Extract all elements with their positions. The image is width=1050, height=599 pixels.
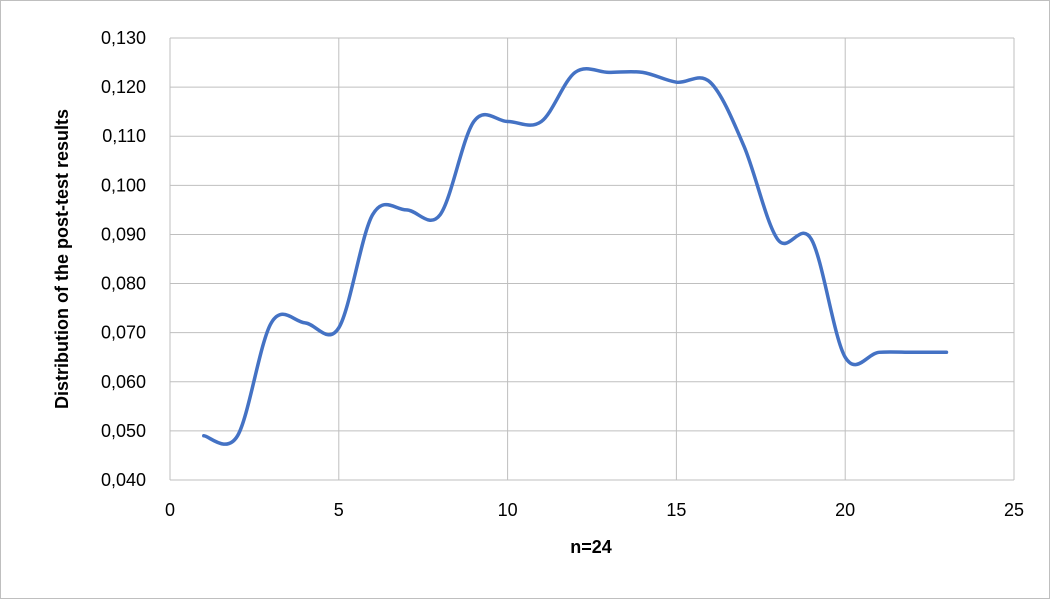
x-axis-title: n=24 [570,537,612,557]
gridlines [169,37,1015,481]
x-tick-label: 15 [666,500,686,520]
y-tick-label: 0,110 [102,126,146,146]
y-tick-label: 0,080 [101,274,146,294]
x-tick-label: 0 [165,500,175,520]
y-tick-label: 0,120 [101,77,146,97]
y-tick-label: 0,100 [101,175,146,195]
x-tick-label: 20 [835,500,855,520]
y-tick-label: 0,060 [101,372,146,392]
series-lines [202,67,949,446]
y-tick-label: 0,040 [101,470,146,490]
x-tick-label: 25 [1004,500,1024,520]
series-line [202,67,949,446]
x-tick-label: 5 [334,500,344,520]
y-axis-title: Distribution of the post-test results [52,109,72,409]
y-tick-label: 0,070 [101,323,146,343]
y-tick-label: 0,130 [101,28,146,48]
y-tick-label: 0,050 [101,421,146,441]
x-tick-label: 10 [498,500,518,520]
y-tick-label: 0,090 [101,224,146,244]
y-axis-tick-labels: 0,040 0,050 0,060 0,070 0,080 0,090 0,100 0,110… [101,28,146,490]
x-axis-tick-labels: 0 5 10 15 20 25 [165,500,1024,520]
